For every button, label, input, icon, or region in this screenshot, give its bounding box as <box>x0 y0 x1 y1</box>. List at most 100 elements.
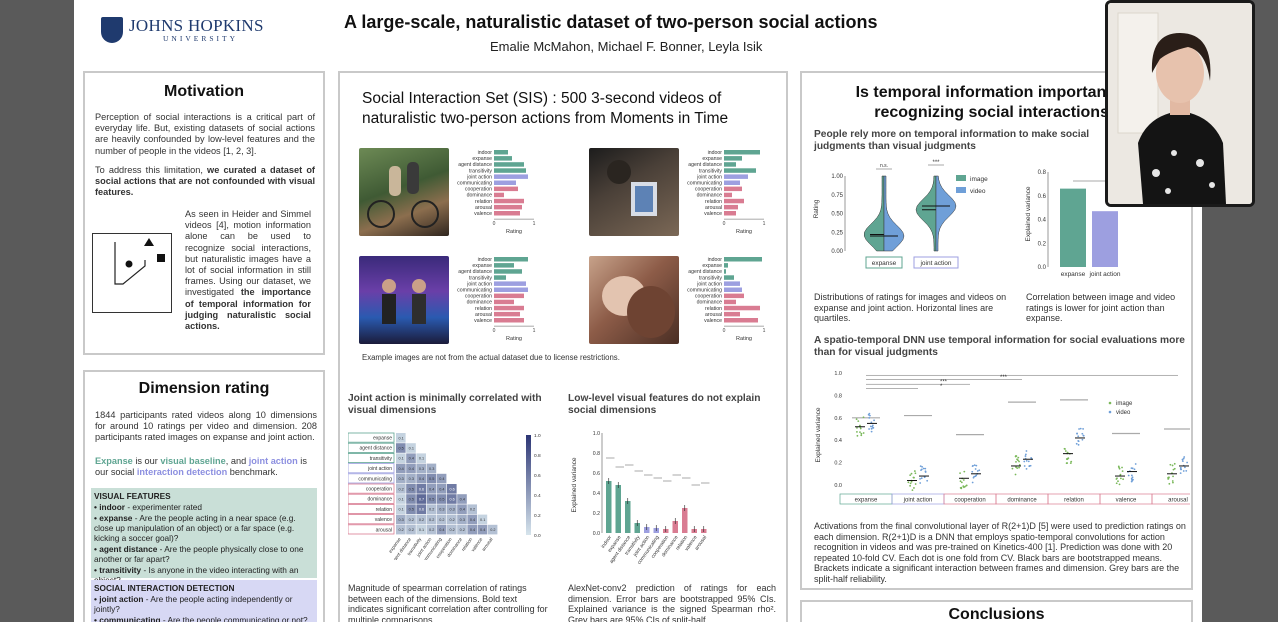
temporal-sub1: People rely more on temporal information… <box>814 129 1090 152</box>
fold-dot <box>869 414 871 417</box>
fold-dot <box>914 483 917 485</box>
fold-dot <box>1184 466 1186 469</box>
heat-value: 0.4 <box>439 487 444 491</box>
fold-dot <box>869 425 872 428</box>
fold-dot <box>1179 466 1182 469</box>
dim-label: valence <box>704 318 722 324</box>
fold-dot <box>922 467 925 470</box>
rating-bar <box>724 293 744 299</box>
rating-bar <box>494 257 528 262</box>
heider-simmel-shapes <box>114 238 165 285</box>
fold-dot <box>1130 480 1133 483</box>
dim-label: relation <box>705 306 722 312</box>
heat-value: 0.3 <box>409 477 414 481</box>
dim-label: arousal <box>705 205 722 211</box>
heat-value: 0.6 <box>449 498 454 502</box>
x-tick: 1 <box>763 328 766 334</box>
fold-dot <box>1181 460 1184 463</box>
rating-bar <box>724 287 742 292</box>
heat-cell <box>396 504 406 514</box>
fold-dot <box>1179 472 1182 475</box>
fold-dot <box>1018 463 1021 466</box>
rating-bar <box>724 174 748 179</box>
fold-dot <box>1127 474 1130 477</box>
dim-label: joint action <box>696 281 722 287</box>
motivation-panel: Motivation Perception of social interact… <box>83 71 325 355</box>
feature-item: • agent distance - Are the people physic… <box>94 544 304 564</box>
fold-dot <box>919 482 922 484</box>
heat-value: 0.1 <box>398 498 403 502</box>
dim-label: communicating <box>687 288 722 294</box>
rating-bar <box>494 299 514 305</box>
rating-bar <box>724 305 760 311</box>
fold-dot <box>1014 473 1017 476</box>
y-tick: 0.2 <box>1038 241 1047 247</box>
rating-bar <box>494 204 522 210</box>
y-tick: 0.6 <box>1038 194 1047 200</box>
fold-dot <box>871 425 874 428</box>
heat-value: 0.4 <box>470 528 475 532</box>
heat-cell <box>426 524 437 535</box>
row-label-box <box>348 442 395 453</box>
alexnet-chart: Explained variance0.00.20.40.60.81.0indo… <box>571 431 710 566</box>
y-tick: 0.25 <box>831 230 843 236</box>
dim-label: arousal <box>705 312 722 318</box>
heat-value: 0.2 <box>490 528 495 532</box>
colorbar-tick: 0.8 <box>534 453 541 459</box>
temporal-heading: Is temporal information important for re… <box>855 84 1138 121</box>
dim-label: relation <box>475 199 492 205</box>
heat-cell <box>396 473 406 484</box>
legend-image: image <box>970 176 988 183</box>
heat-cell <box>447 504 457 514</box>
y-tick: 0.00 <box>831 249 843 255</box>
y-tick: 0.4 <box>593 491 600 497</box>
heat-value: 0.2 <box>419 518 424 522</box>
dim-label: transitivity <box>699 275 722 281</box>
heat-cell <box>477 524 488 535</box>
dim-label: arousal <box>475 205 492 211</box>
example-photo-3 <box>359 256 449 344</box>
fold-dot <box>911 489 914 492</box>
heat-cell <box>426 473 437 484</box>
poster-title: A large-scale, naturalistic dataset of t… <box>344 12 878 32</box>
fold-dot <box>859 431 861 434</box>
fold-dot <box>1014 455 1017 457</box>
dim-label: agent distance <box>458 269 492 275</box>
heat-value: 0.4 <box>409 467 414 471</box>
x-tick: 1 <box>533 328 536 334</box>
heat-value: 0.4 <box>470 518 475 522</box>
legend-image: image <box>1116 401 1133 407</box>
rating-bar <box>494 318 524 323</box>
dimension-p2: Expanse is our visual baseline, and join… <box>95 456 307 478</box>
dim-label: indoor <box>478 257 493 263</box>
heat-cell <box>436 494 447 504</box>
x-tick: 0 <box>723 221 726 227</box>
rating-bar <box>724 186 742 192</box>
fold-dot <box>1018 460 1020 463</box>
dim-label: communicating <box>457 181 492 187</box>
dim-label: agent distance <box>688 269 722 275</box>
rating-bar <box>724 150 760 155</box>
heat-value: 0.2 <box>429 528 434 532</box>
image-video-correlation-chart: Explained variance 0.0 0.2 0.4 0.6 0.8 expanse… <box>1025 170 1123 278</box>
colorbar-tick: 0.2 <box>534 513 541 519</box>
heat-value: 0.5 <box>429 498 434 502</box>
fold-dot <box>868 428 870 430</box>
fold-dot <box>856 426 858 429</box>
heat-value: 0.2 <box>449 518 454 522</box>
rating-bar <box>494 192 504 198</box>
heat-value: 0.3 <box>460 518 465 522</box>
fold-dot <box>1069 462 1072 465</box>
fold-dot <box>1115 478 1118 480</box>
fold-dot <box>972 464 974 467</box>
heat-cell <box>416 484 426 494</box>
heat-cell <box>467 514 477 525</box>
sis-title: Social Interaction Set (SIS) : 500 3-sec… <box>362 90 729 127</box>
heat-cell <box>457 504 467 514</box>
heat-value: 0.6 <box>449 487 454 491</box>
dim-label: dominance <box>467 300 492 306</box>
fold-dot <box>1182 457 1185 460</box>
dim-label: relation <box>705 199 722 205</box>
fold-dot <box>1173 467 1176 470</box>
